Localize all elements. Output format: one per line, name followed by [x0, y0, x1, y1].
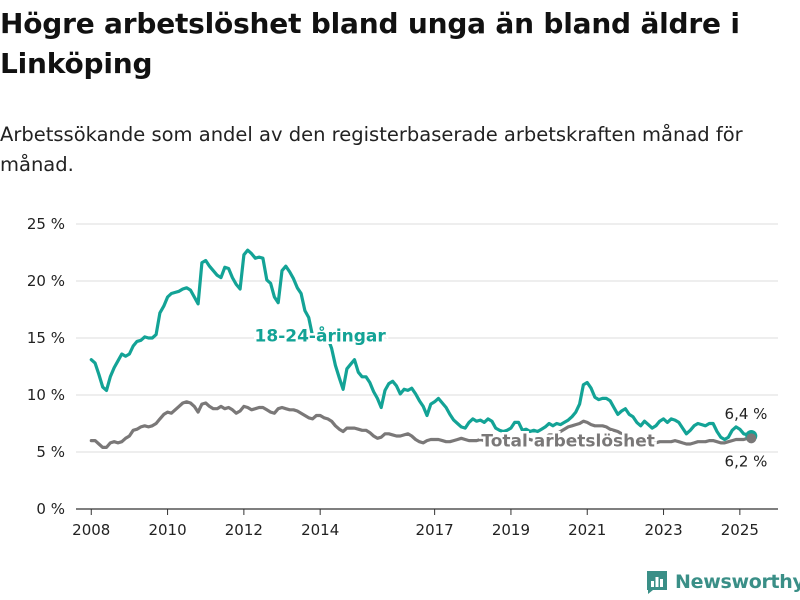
x-tick-label: 2012: [225, 521, 263, 539]
youth-end-value-label: 6,4 %: [725, 405, 768, 423]
x-axis: 2008 2010 2012 2014 2017 2019 2021 2023 2025: [72, 509, 759, 539]
x-tick-label: 2008: [72, 521, 110, 539]
y-axis: 0 % 5 % 10 % 15 % 20 % 25 %: [27, 215, 65, 518]
y-tick-label: 5 %: [36, 443, 65, 461]
youth-series-line: [89, 248, 753, 442]
bar-chart-icon: [647, 571, 667, 594]
chart-title: Högre arbetslöshet bland unga än bland ä…: [0, 7, 740, 80]
y-tick-label: 0 %: [36, 500, 65, 518]
x-tick-label: 2010: [148, 521, 186, 539]
brand-name: Newsworthy: [675, 571, 800, 593]
x-tick-label: 2014: [301, 521, 339, 539]
total-end-marker: [746, 433, 757, 444]
chart-subtitle: Arbetssökande som andel av den registerb…: [0, 123, 743, 176]
youth-series-label: 18-24-åringar: [255, 325, 387, 347]
y-tick-label: 10 %: [27, 386, 65, 404]
gridlines: [76, 223, 778, 510]
x-tick-label: 2025: [721, 521, 759, 539]
x-tick-label: 2019: [492, 521, 530, 539]
annotations: 18-24-åringar Total arbetslöshet 6,4 % 6,2 …: [252, 322, 768, 470]
x-tick-label: 2023: [644, 521, 682, 539]
total-series-line: [89, 400, 753, 449]
y-tick-label: 15 %: [27, 329, 65, 347]
total-series-label: Total arbetslöshet: [481, 432, 655, 452]
x-tick-label: 2017: [416, 521, 454, 539]
newsworthy-logo: Newsworthy: [645, 569, 800, 595]
x-tick-label: 2021: [568, 521, 606, 539]
y-tick-label: 25 %: [27, 215, 65, 233]
series-lines: [89, 248, 758, 449]
y-tick-label: 20 %: [27, 272, 65, 290]
total-end-value-label: 6,2 %: [725, 452, 768, 470]
